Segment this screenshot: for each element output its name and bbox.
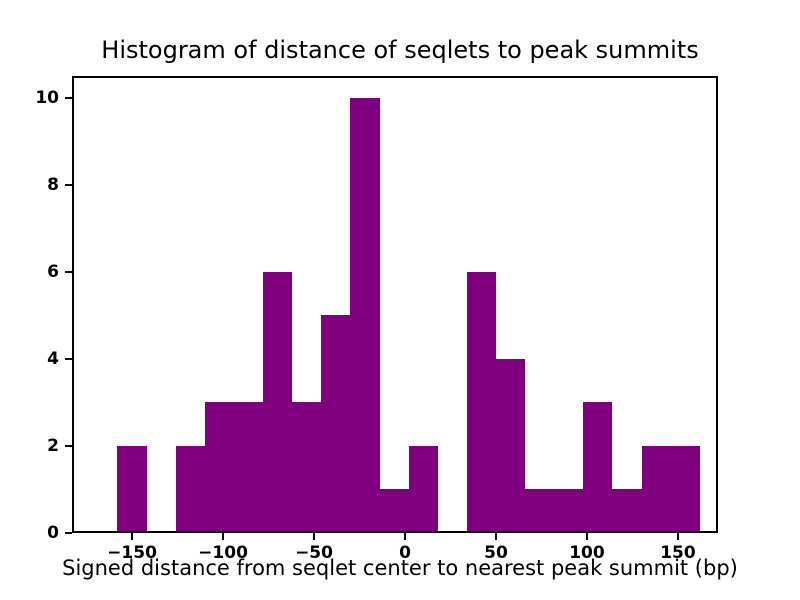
x-tick-mark bbox=[222, 533, 225, 540]
histogram-bar bbox=[175, 445, 205, 533]
x-tick-label: −100 bbox=[198, 543, 248, 563]
plot-area bbox=[72, 76, 718, 533]
histogram-bar bbox=[641, 445, 671, 533]
y-tick-label: 8 bbox=[47, 174, 59, 195]
x-tick-label: 50 bbox=[484, 543, 508, 563]
x-tick-mark bbox=[313, 533, 316, 540]
chart-title: Histogram of distance of seqlets to peak… bbox=[101, 36, 699, 64]
y-tick-label: 6 bbox=[47, 261, 59, 282]
histogram-bar bbox=[117, 445, 147, 533]
x-axis-label: Signed distance from seqlet center to ne… bbox=[62, 556, 738, 580]
y-tick-label: 0 bbox=[47, 523, 59, 543]
x-tick-mark bbox=[585, 533, 588, 540]
x-tick-label: 100 bbox=[569, 543, 605, 563]
histogram-bar bbox=[408, 445, 438, 533]
histogram-bar bbox=[670, 445, 700, 533]
histogram-bar bbox=[350, 97, 380, 533]
histogram-bar bbox=[554, 489, 584, 533]
histogram-bar bbox=[292, 402, 322, 533]
y-tick-label: 2 bbox=[47, 435, 59, 456]
y-tick-mark bbox=[65, 532, 72, 534]
y-tick-mark bbox=[65, 444, 72, 447]
histogram-bar bbox=[525, 489, 555, 533]
x-tick-mark bbox=[404, 533, 406, 540]
y-tick-mark bbox=[65, 357, 72, 360]
histogram-bar bbox=[379, 489, 409, 533]
x-tick-mark bbox=[131, 533, 134, 540]
x-tick-mark bbox=[494, 533, 497, 540]
y-tick-mark bbox=[65, 270, 72, 273]
x-tick-label: −150 bbox=[107, 543, 157, 563]
y-tick-mark bbox=[65, 183, 72, 186]
y-tick-label: 4 bbox=[47, 348, 59, 369]
histogram-bar bbox=[495, 358, 526, 533]
histogram-bar bbox=[466, 271, 496, 533]
histogram-bar bbox=[263, 271, 293, 533]
y-tick-mark bbox=[65, 96, 72, 99]
histogram-bar bbox=[612, 489, 642, 533]
histogram-bar bbox=[583, 402, 613, 533]
histogram-bar bbox=[321, 315, 351, 533]
histogram-bar bbox=[204, 402, 234, 533]
histogram-bar bbox=[233, 402, 264, 533]
y-tick-label: 10 bbox=[35, 87, 59, 108]
x-tick-mark bbox=[676, 533, 679, 540]
x-tick-label: 0 bbox=[399, 543, 411, 563]
x-tick-label: 150 bbox=[660, 543, 696, 563]
x-tick-label: −50 bbox=[295, 543, 333, 563]
